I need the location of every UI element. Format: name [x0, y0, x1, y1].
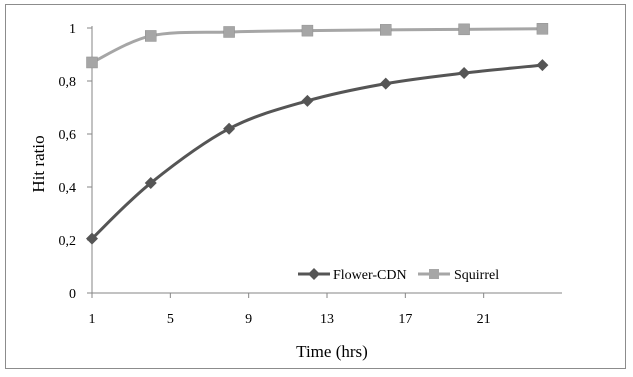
y-tick-label: 0,6 — [59, 128, 77, 143]
x-axis-title: Time (hrs) — [296, 342, 368, 361]
data-point-flower-cdn — [301, 94, 314, 107]
x-tick-label: 13 — [320, 312, 334, 327]
legend-marker-squirrel — [429, 269, 439, 279]
x-tick-label: 17 — [398, 312, 412, 327]
x-axis-ticks: 1 5 9 13 17 21 — [89, 293, 491, 327]
data-point-flower-cdn — [223, 122, 236, 135]
x-tick-label: 5 — [167, 312, 174, 327]
data-point-squirrel — [536, 23, 549, 35]
data-point-flower-cdn — [144, 177, 157, 190]
y-tick-label: 0,4 — [59, 181, 77, 196]
x-tick-label: 21 — [477, 312, 491, 327]
y-axis-ticks: 0 0,2 0,4 0,6 0,8 1 — [59, 22, 92, 302]
y-tick-label: 0 — [69, 287, 76, 302]
data-point-squirrel — [458, 23, 470, 36]
legend-label-flower-cdn: Flower-CDN — [333, 268, 407, 283]
legend: Flower-CDN Squirrel — [298, 268, 499, 283]
data-point-flower-cdn — [86, 232, 98, 245]
y-tick-label: 0,8 — [59, 75, 77, 90]
legend-marker-flower-cdn — [308, 268, 320, 280]
data-point-flower-cdn — [458, 67, 471, 80]
series-squirrel — [86, 23, 549, 69]
chart-frame — [5, 4, 626, 369]
data-point-squirrel — [301, 24, 314, 37]
series-line-flower-cdn — [90, 63, 543, 240]
y-tick-label: 0,2 — [59, 234, 77, 249]
data-point-squirrel — [86, 56, 98, 69]
data-point-flower-cdn — [536, 59, 549, 72]
data-point-squirrel — [380, 24, 392, 36]
y-tick-label: 1 — [69, 22, 76, 37]
y-axis-title: Hit ratio — [29, 135, 48, 192]
data-point-squirrel — [223, 26, 235, 38]
series-line-squirrel — [91, 27, 543, 64]
data-point-squirrel — [145, 30, 157, 42]
legend-label-squirrel: Squirrel — [454, 268, 499, 283]
series-layer — [86, 23, 549, 245]
x-tick-label: 1 — [89, 312, 96, 327]
data-point-flower-cdn — [379, 77, 392, 90]
x-tick-label: 9 — [245, 312, 252, 327]
series-flower-cdn — [86, 59, 549, 245]
